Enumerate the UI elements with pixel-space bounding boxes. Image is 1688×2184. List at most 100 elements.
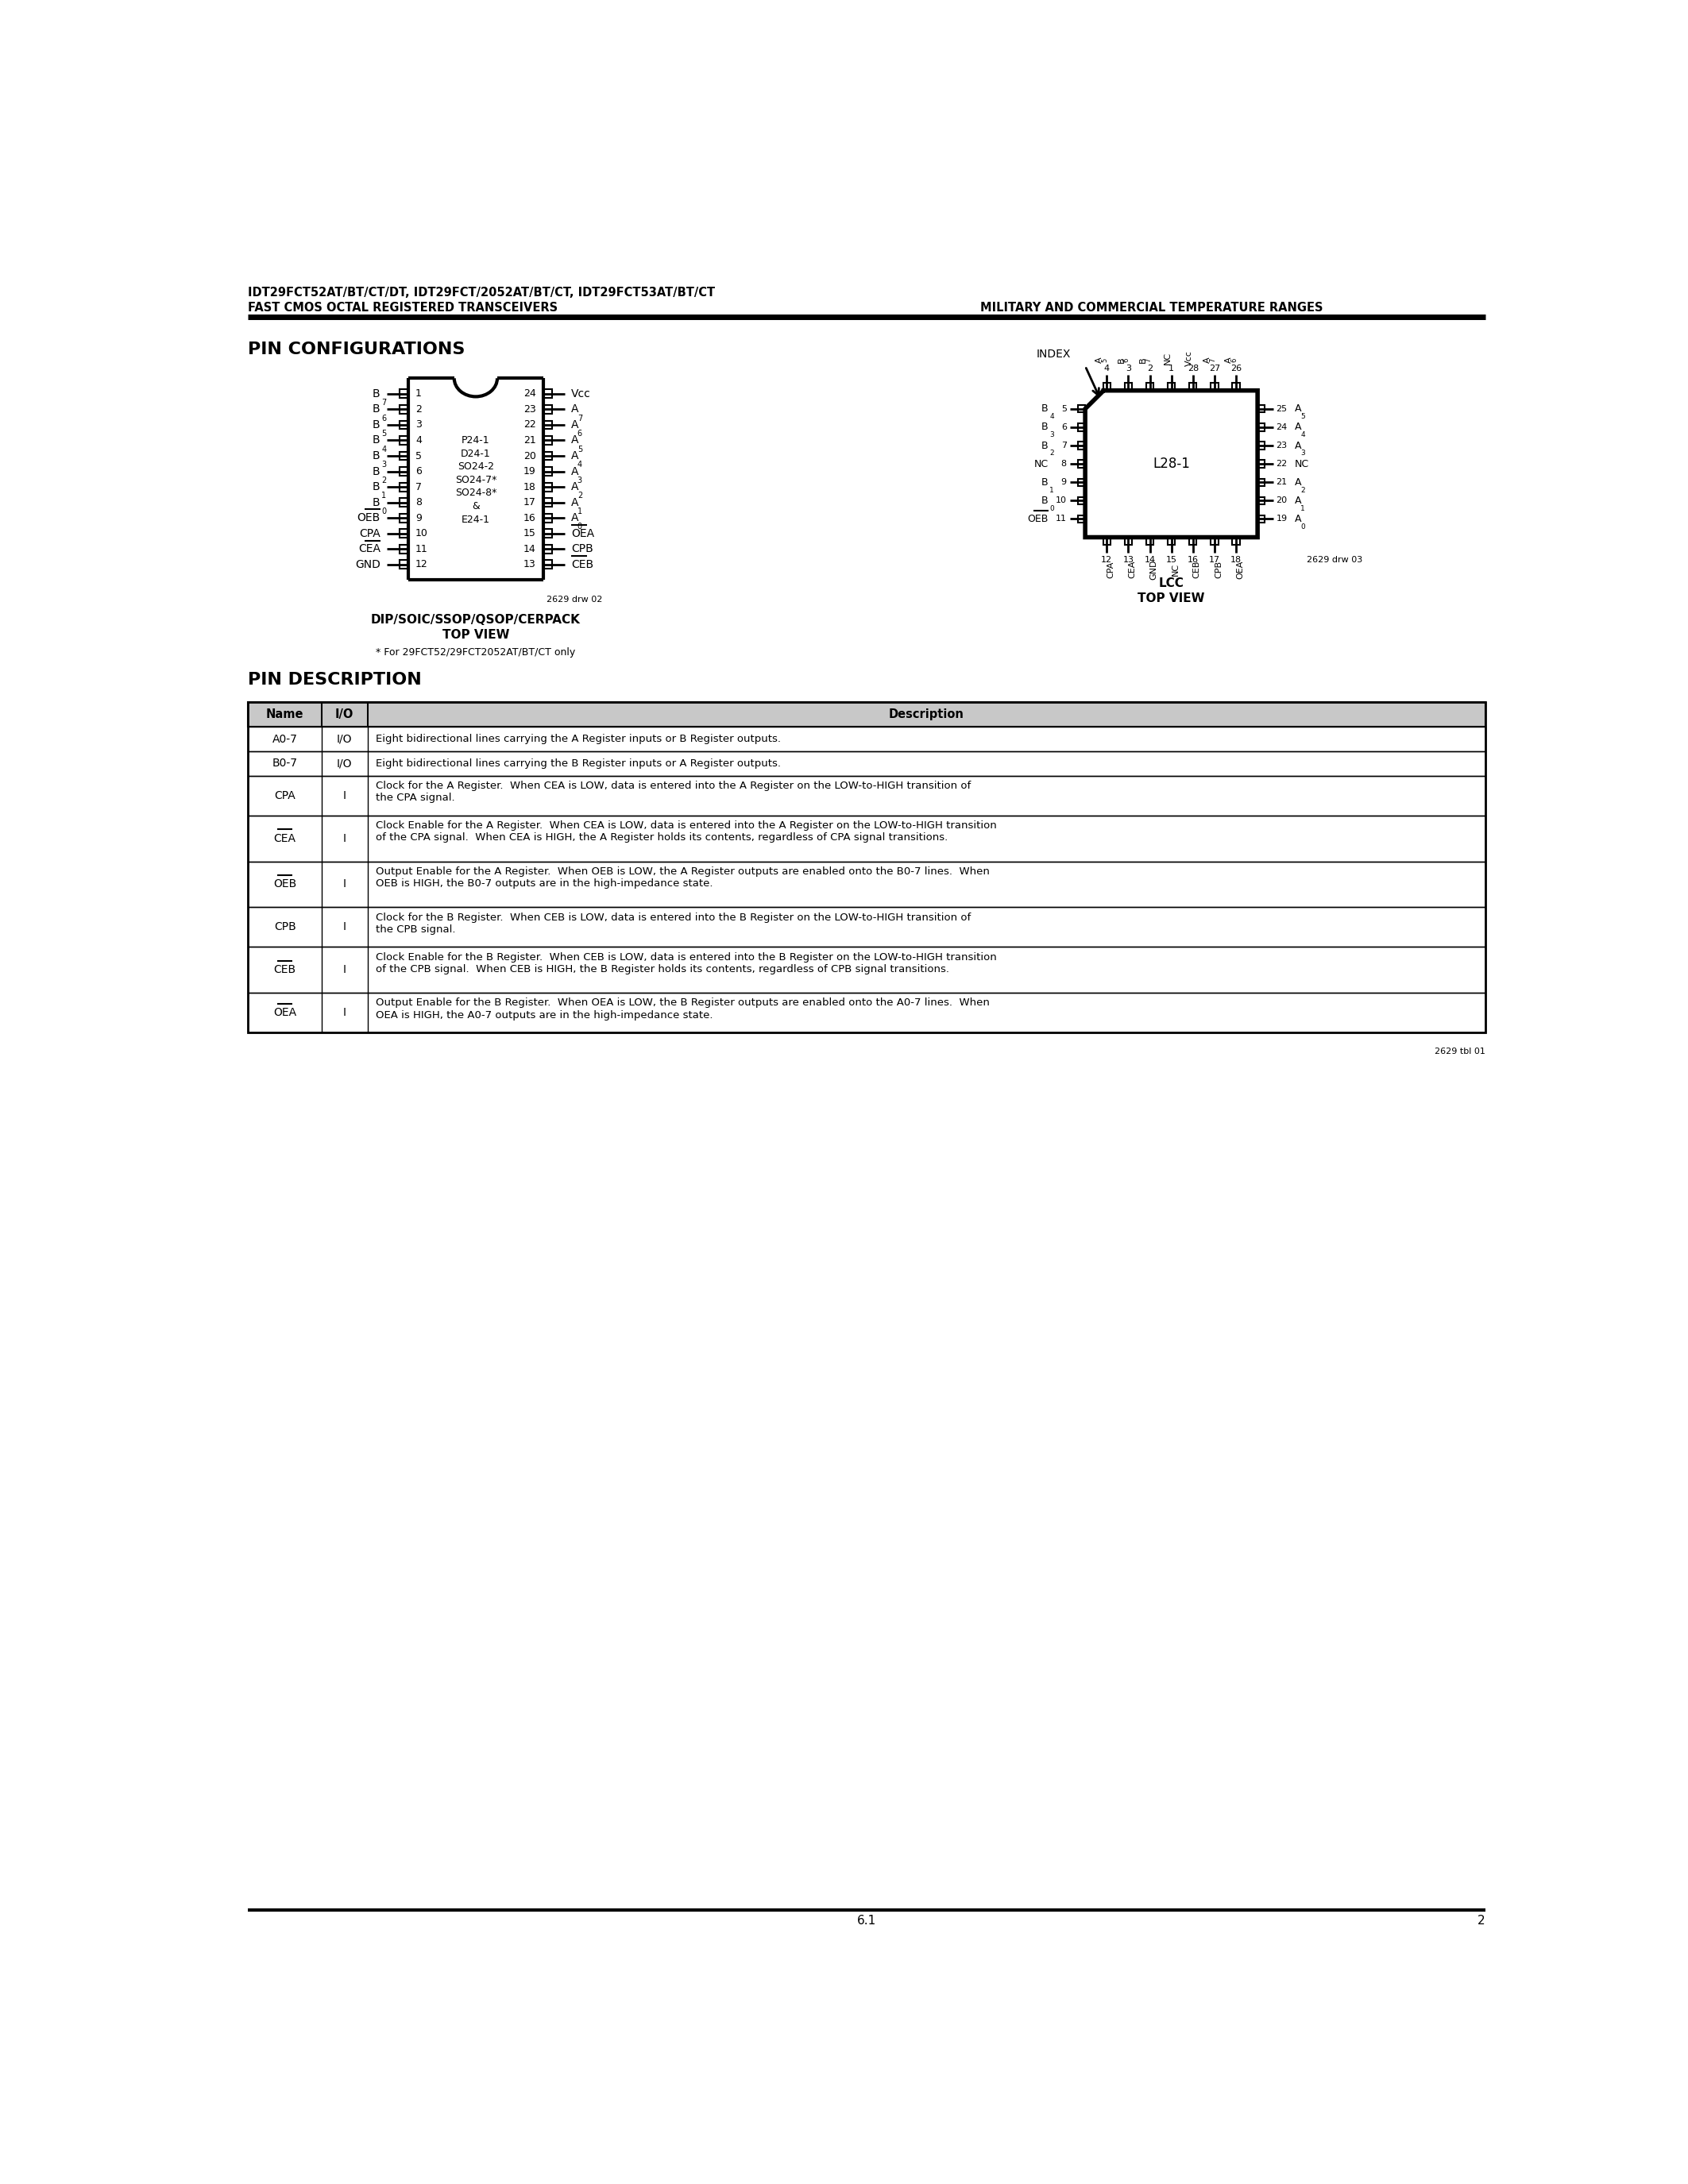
Bar	[400, 513, 408, 522]
Bar	[1079, 461, 1085, 467]
Text: 1: 1	[1301, 505, 1305, 511]
Text: LCC: LCC	[1158, 577, 1183, 590]
Bar	[400, 561, 408, 568]
Text: FAST CMOS OCTAL REGISTERED TRANSCEIVERS: FAST CMOS OCTAL REGISTERED TRANSCEIVERS	[248, 301, 557, 314]
Text: B: B	[1041, 404, 1048, 415]
Text: 21: 21	[1276, 478, 1288, 487]
Text: MILITARY AND COMMERCIAL TEMPERATURE RANGES: MILITARY AND COMMERCIAL TEMPERATURE RANG…	[981, 301, 1323, 314]
Bar	[248, 860, 1485, 906]
Text: 3: 3	[1050, 432, 1053, 439]
Text: NC: NC	[1295, 459, 1308, 470]
Text: 1: 1	[415, 389, 422, 400]
Text: I: I	[343, 1007, 346, 1018]
Bar	[544, 437, 552, 446]
Bar	[544, 561, 552, 568]
Bar	[400, 544, 408, 553]
Text: CEB: CEB	[1193, 561, 1200, 579]
Bar	[1190, 382, 1197, 391]
Bar	[400, 452, 408, 461]
Bar	[248, 703, 1485, 1033]
Text: 2: 2	[415, 404, 422, 415]
Text: OEA: OEA	[273, 1007, 297, 1018]
Text: 1: 1	[381, 491, 387, 500]
Text: 8: 8	[415, 498, 422, 507]
Text: 3: 3	[1126, 365, 1131, 371]
Bar	[1168, 382, 1175, 391]
Bar	[1232, 537, 1239, 544]
Text: A: A	[1295, 422, 1301, 432]
Text: 2629 tbl 01: 2629 tbl 01	[1435, 1048, 1485, 1055]
Text: B: B	[1041, 496, 1048, 507]
Text: 23: 23	[1276, 441, 1288, 450]
Text: A: A	[571, 498, 579, 509]
Text: 4: 4	[381, 446, 387, 454]
Text: 3: 3	[1301, 450, 1305, 456]
Text: A: A	[1295, 496, 1301, 507]
Text: 26: 26	[1231, 365, 1242, 371]
Bar	[248, 751, 1485, 775]
Text: B: B	[373, 419, 380, 430]
Text: the CPA signal.: the CPA signal.	[375, 793, 454, 804]
Text: I: I	[343, 791, 346, 802]
Text: 19: 19	[523, 465, 537, 476]
Text: I: I	[343, 922, 346, 933]
Text: 16: 16	[523, 513, 537, 524]
Bar	[544, 513, 552, 522]
Text: SO24-8*: SO24-8*	[456, 487, 496, 498]
Text: A: A	[571, 419, 579, 430]
Text: 3: 3	[415, 419, 422, 430]
Bar	[544, 422, 552, 428]
Text: 25: 25	[1276, 404, 1288, 413]
Text: IDT29FCT52AT/BT/CT/DT, IDT29FCT/2052AT/BT/CT, IDT29FCT53AT/BT/CT: IDT29FCT52AT/BT/CT/DT, IDT29FCT/2052AT/B…	[248, 286, 716, 299]
Text: Clock Enable for the B Register.  When CEB is LOW, data is entered into the B Re: Clock Enable for the B Register. When CE…	[375, 952, 996, 963]
Bar	[248, 948, 1485, 994]
Bar	[1146, 537, 1153, 544]
Text: 22: 22	[1276, 461, 1288, 467]
Text: 3: 3	[577, 476, 582, 485]
Text: 24: 24	[523, 389, 537, 400]
Text: B: B	[1117, 356, 1126, 363]
Bar	[1124, 537, 1133, 544]
Text: 17: 17	[1209, 555, 1220, 563]
Text: 13: 13	[1123, 555, 1134, 563]
Text: I: I	[343, 878, 346, 889]
Bar	[1079, 406, 1085, 413]
Text: 2: 2	[1148, 365, 1153, 371]
Text: Description: Description	[888, 708, 964, 721]
Text: A0-7: A0-7	[272, 734, 297, 745]
Bar	[1079, 441, 1085, 450]
Text: NC: NC	[1033, 459, 1048, 470]
Text: 4: 4	[1301, 432, 1305, 439]
Bar	[1079, 424, 1085, 430]
Text: 0: 0	[1050, 505, 1053, 511]
Text: OEB is HIGH, the B0-7 outputs are in the high-impedance state.: OEB is HIGH, the B0-7 outputs are in the…	[375, 878, 712, 889]
Text: 24: 24	[1276, 424, 1288, 430]
Text: OEA: OEA	[571, 529, 594, 539]
Text: GND: GND	[1150, 559, 1158, 579]
Text: CPB: CPB	[571, 544, 592, 555]
Text: 27: 27	[1209, 365, 1220, 371]
Text: A: A	[571, 480, 579, 491]
Bar	[1258, 406, 1264, 413]
Text: CEA: CEA	[358, 544, 380, 555]
Text: A: A	[1225, 356, 1232, 363]
Bar	[1102, 537, 1111, 544]
Text: OEB: OEB	[358, 513, 380, 524]
Text: 7: 7	[415, 483, 422, 491]
Text: OEA is HIGH, the A0-7 outputs are in the high-impedance state.: OEA is HIGH, the A0-7 outputs are in the…	[375, 1009, 712, 1020]
Text: of the CPB signal.  When CEB is HIGH, the B Register holds its contents, regardl: of the CPB signal. When CEB is HIGH, the…	[375, 963, 949, 974]
Text: B: B	[373, 498, 380, 509]
Bar	[1079, 515, 1085, 522]
Bar	[1079, 478, 1085, 485]
Text: I: I	[343, 832, 346, 843]
Text: 9: 9	[1062, 478, 1067, 487]
Text: 21: 21	[523, 435, 537, 446]
Text: Clock Enable for the A Register.  When CEA is LOW, data is entered into the A Re: Clock Enable for the A Register. When CE…	[375, 821, 996, 830]
Text: 6: 6	[415, 465, 422, 476]
Text: 5: 5	[1062, 404, 1067, 413]
Text: 2: 2	[1301, 487, 1305, 494]
Text: 7: 7	[1144, 358, 1151, 363]
Bar	[400, 467, 408, 476]
Text: CPA: CPA	[273, 791, 295, 802]
Text: CEB: CEB	[273, 965, 295, 976]
